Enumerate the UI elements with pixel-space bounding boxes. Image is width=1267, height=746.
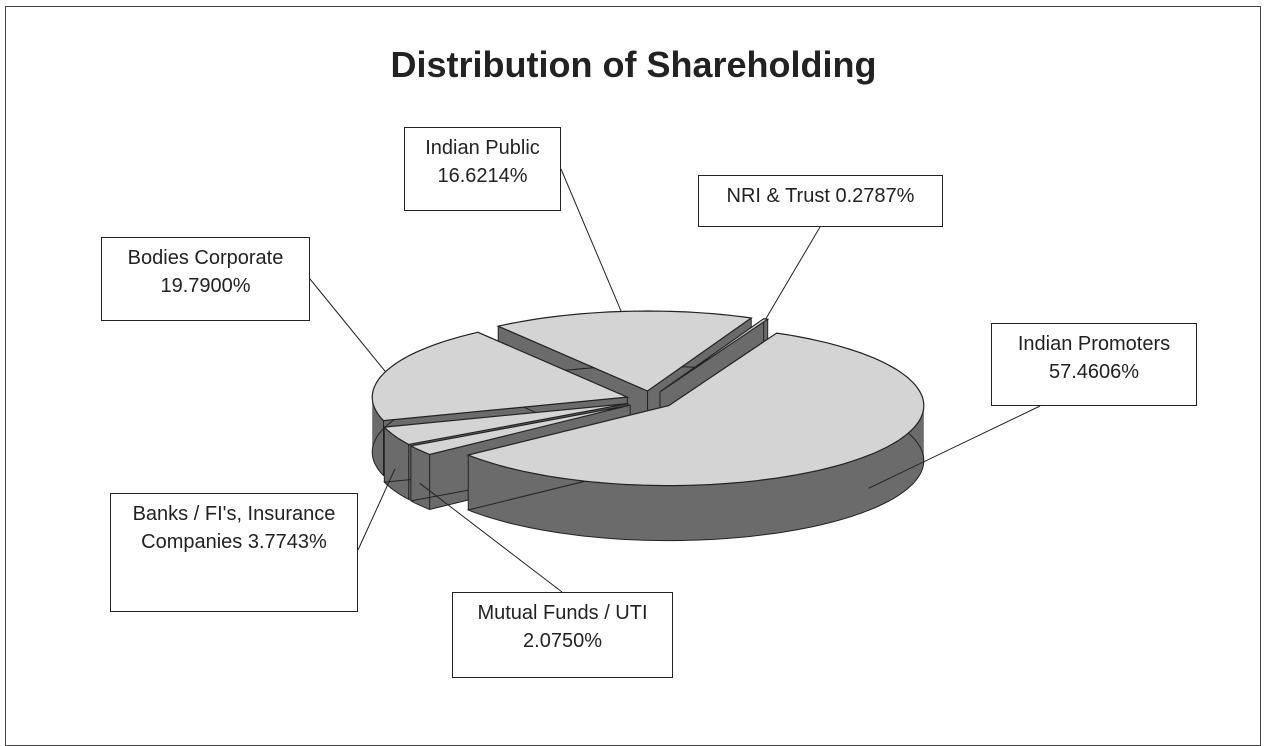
leader-line	[357, 468, 396, 551]
slice-top	[371, 331, 630, 422]
label-category: Indian Public	[425, 137, 540, 159]
data-label: Banks / FI's, Insurance Companies 3.7743…	[110, 493, 358, 612]
leader-line	[868, 405, 1041, 489]
data-label: Bodies Corporate 19.7900%	[101, 237, 310, 321]
label-category: Mutual Funds / UTI	[477, 602, 648, 624]
leader-line	[309, 278, 386, 373]
data-label: Indian Public 16.6214%	[404, 127, 561, 211]
label-value: 16.6214%	[437, 165, 528, 187]
label-value: 2.0750%	[523, 630, 602, 652]
slice	[466, 332, 925, 542]
label-category: NRI & Trust	[726, 185, 830, 207]
slice-bottom-edge	[383, 458, 629, 501]
data-label: NRI & Trust 0.2787%	[698, 175, 943, 227]
data-label: Mutual Funds / UTI 2.0750%	[452, 592, 673, 678]
slice-top	[382, 403, 629, 446]
label-value: 57.4606%	[1048, 361, 1140, 383]
label-category: Bodies Corporate	[127, 247, 284, 269]
leader-line	[419, 482, 563, 593]
slice-top	[466, 332, 925, 487]
label-category: Banks / FI's, Insurance Companies	[132, 503, 336, 553]
label-category: Indian Promoters	[1017, 333, 1171, 355]
leader-line	[560, 168, 622, 312]
slice-top	[496, 310, 753, 392]
data-label: Indian Promoters 57.4606%	[991, 323, 1197, 406]
label-value: 0.2787%	[835, 185, 915, 207]
chart-title: Distribution of Shareholding	[390, 44, 877, 85]
leader-line	[765, 226, 821, 320]
label-value: 19.7900%	[160, 275, 251, 297]
slice-top	[409, 404, 631, 456]
slice-bottom-edge	[409, 459, 631, 511]
label-value: 3.7743%	[247, 531, 327, 553]
